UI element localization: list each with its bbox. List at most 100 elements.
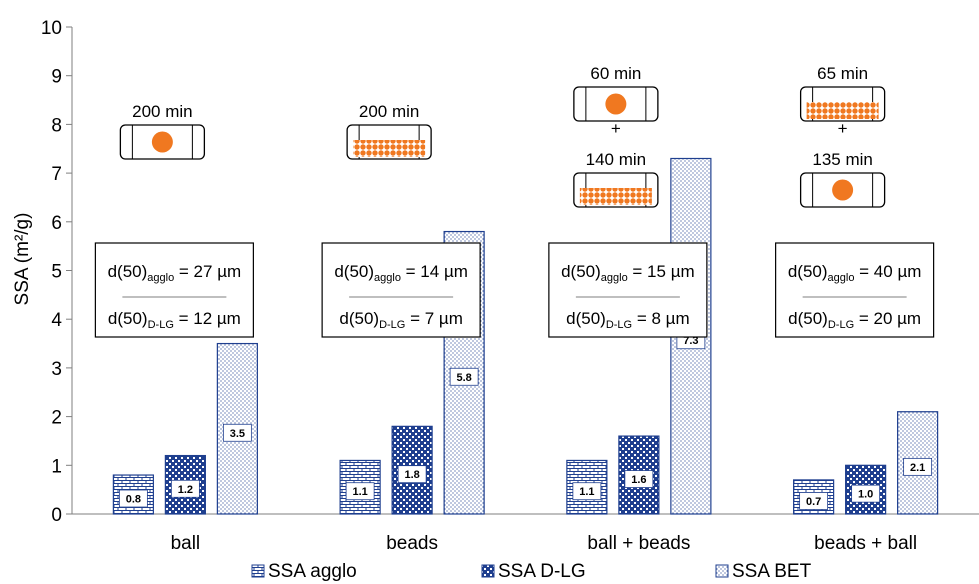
x-category-label: ball — [171, 533, 201, 554]
grinding-ball-icon — [151, 131, 173, 153]
d50-d50_dlg: d(50)D-LG = 8 µm — [566, 309, 689, 331]
d50-box-frame — [94, 242, 254, 338]
grinding-ball-icon — [605, 93, 627, 115]
d50-box-frame — [321, 242, 481, 338]
plot-area: 0.8 1.2 3.5 1.1 1.8 5.8 1.1 1.6 7.3 0.7 1.0 2.1 — [112, 157, 939, 515]
d50-prefix: d(50) — [561, 262, 601, 281]
grinding-beads-icon — [806, 102, 879, 119]
d50-d50_dlg: d(50)D-LG = 12 µm — [108, 309, 241, 331]
legend-swatch — [715, 564, 729, 578]
legend-swatch — [481, 564, 495, 578]
d50-value: = 12 µm — [174, 309, 241, 328]
data-label: 1.1 — [579, 486, 594, 498]
d50-d50_dlg: d(50)D-LG = 20 µm — [788, 309, 921, 331]
d50-prefix: d(50) — [108, 309, 148, 328]
y-tick-label: 3 — [51, 359, 62, 380]
legend-label: SSA D-LG — [498, 561, 586, 582]
d50-d50_dlg: d(50)D-LG = 7 µm — [339, 309, 462, 331]
data-label-box — [118, 489, 148, 508]
milling-time: 135 min — [812, 150, 872, 169]
sequence-plus: + — [838, 119, 848, 138]
d50-subscript: D-LG — [828, 319, 854, 331]
data-label-box — [572, 482, 602, 501]
grinding-beads-icon — [579, 188, 652, 205]
d50-subscript: agglo — [828, 272, 855, 284]
data-label: 2.1 — [910, 462, 925, 474]
milling-time: 60 min — [590, 64, 641, 83]
legend-item-ssa-d-lg: SSA D-LG — [481, 561, 586, 582]
d50-box-0: d(50)agglo = 27 µmd(50)D-LG = 12 µm — [94, 242, 254, 338]
data-label: 5.8 — [456, 372, 471, 384]
d50-d50_agglo: d(50)agglo = 27 µm — [108, 262, 242, 284]
y-tick-label: 8 — [51, 115, 62, 136]
y-tick-label: 2 — [51, 408, 62, 429]
y-tick-label: 1 — [51, 456, 62, 477]
data-label-box — [222, 423, 252, 442]
milling-steps-2: 60 min 140 min + — [573, 64, 659, 208]
data-label: 0.8 — [126, 494, 141, 506]
d50-value: = 14 µm — [401, 262, 468, 281]
data-label-box — [397, 465, 427, 484]
y-tick-label: 10 — [41, 18, 62, 39]
data-label: 7.3 — [683, 335, 698, 347]
milling-time: 65 min — [817, 64, 868, 83]
d50-prefix: d(50) — [788, 309, 828, 328]
data-label-box — [903, 457, 933, 476]
d50-subscript: agglo — [374, 272, 401, 284]
legend-swatch — [251, 564, 265, 578]
y-tick-label: 0 — [51, 505, 62, 526]
x-axis-category-labels: ball beads ball + beads beads + ball — [171, 533, 918, 554]
milling-time: 140 min — [586, 150, 646, 169]
data-label-box — [170, 479, 200, 498]
data-label: 1.0 — [858, 489, 873, 501]
data-label: 1.1 — [352, 486, 367, 498]
d50-box-2: d(50)agglo = 15 µmd(50)D-LG = 8 µm — [548, 242, 708, 338]
d50-box-frame — [775, 242, 935, 338]
d50-value: = 27 µm — [174, 262, 241, 281]
d50-prefix: d(50) — [339, 309, 379, 328]
milling-time: 200 min — [359, 102, 419, 121]
data-label: 1.2 — [178, 484, 193, 496]
grinding-ball-icon — [832, 179, 854, 201]
legend-label: SSA agglo — [268, 561, 357, 582]
data-label: 1.8 — [404, 469, 419, 481]
y-tick-label: 5 — [51, 262, 62, 283]
d50-subscript: agglo — [601, 272, 628, 284]
y-tick-label: 7 — [51, 164, 62, 185]
d50-d50_agglo: d(50)agglo = 14 µm — [334, 262, 468, 284]
legend-item-ssa-bet: SSA BET — [715, 561, 812, 582]
d50-box-1: d(50)agglo = 14 µmd(50)D-LG = 7 µm — [321, 242, 481, 338]
d50-box-3: d(50)agglo = 40 µmd(50)D-LG = 20 µm — [775, 242, 935, 338]
d50-subscript: D-LG — [379, 319, 405, 331]
data-label-box — [624, 470, 654, 488]
y-tick-label: 4 — [51, 310, 62, 331]
d50-value: = 40 µm — [854, 262, 921, 281]
d50-prefix: d(50) — [108, 262, 148, 281]
d50-subscript: D-LG — [606, 319, 632, 331]
grinding-beads-icon — [353, 140, 426, 157]
data-label: 0.7 — [806, 496, 821, 508]
milling-steps-3: 65 min 135 min + — [799, 64, 886, 208]
data-label-box — [799, 492, 829, 510]
y-tick-label: 9 — [51, 67, 62, 88]
milling-steps-0: 200 min — [119, 102, 206, 160]
data-label: 1.6 — [631, 474, 646, 486]
data-label-box — [851, 484, 881, 503]
category-group-0: 0.8 1.2 3.5 — [112, 342, 258, 515]
milling-time: 200 min — [132, 102, 192, 121]
d50-value: = 7 µm — [405, 309, 463, 328]
legend: SSA agglo SSA D-LG SSA BET — [251, 561, 812, 582]
data-label-box — [449, 367, 479, 386]
category-group-3: 0.7 1.0 2.1 — [793, 411, 939, 515]
d50-d50_agglo: d(50)agglo = 40 µm — [788, 262, 922, 284]
d50-subscript: agglo — [147, 272, 174, 284]
legend-label: SSA BET — [732, 561, 812, 582]
x-category-label: beads — [386, 533, 438, 554]
sequence-plus: + — [611, 119, 621, 138]
d50-subscript: D-LG — [148, 319, 174, 331]
y-axis-label: SSA (m²/g) — [12, 213, 33, 306]
d50-value: = 20 µm — [854, 309, 921, 328]
d50-prefix: d(50) — [566, 309, 606, 328]
